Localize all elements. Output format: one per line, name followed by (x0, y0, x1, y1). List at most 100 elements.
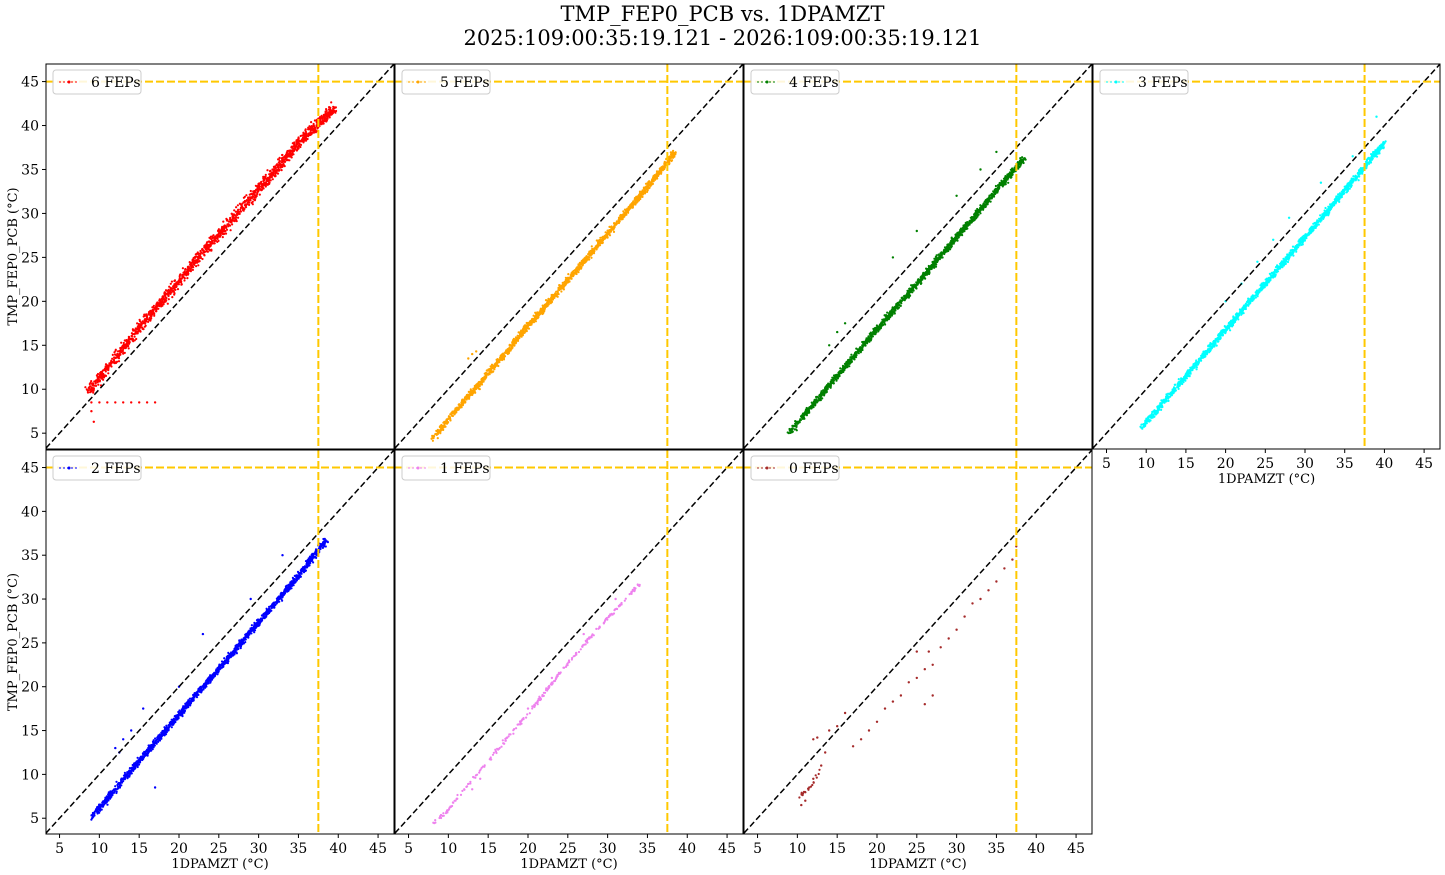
data-point (210, 249, 213, 252)
data-point (301, 134, 304, 137)
data-point (1021, 156, 1024, 159)
data-point (996, 188, 999, 191)
data-point (206, 245, 209, 248)
data-point (477, 383, 480, 386)
data-point (536, 313, 539, 316)
data-point (612, 230, 616, 233)
data-point (252, 198, 255, 201)
data-point (226, 218, 229, 222)
data-point (1004, 183, 1007, 186)
data-point (655, 173, 659, 176)
data-point (184, 268, 187, 271)
data-point (486, 372, 489, 375)
data-point (295, 139, 298, 142)
data-point (189, 270, 192, 273)
data-point (133, 339, 136, 342)
data-point (846, 360, 850, 363)
data-point (267, 177, 271, 180)
data-point (527, 322, 530, 325)
data-point (239, 210, 243, 213)
data-point (186, 269, 190, 272)
data-point (221, 230, 224, 233)
data-point (97, 383, 100, 386)
data-point (104, 374, 108, 377)
data-point (269, 179, 272, 182)
data-point (250, 197, 253, 200)
data-point (805, 410, 808, 413)
data-point (475, 383, 478, 386)
data-point (193, 262, 196, 265)
data-point (526, 325, 530, 328)
y-tick-label: 15 (21, 338, 39, 354)
data-point (222, 226, 225, 230)
data-point (794, 420, 797, 423)
data-point (958, 233, 961, 236)
data-point (442, 421, 445, 424)
data-point (655, 170, 659, 173)
data-point (824, 386, 827, 389)
data-point (1005, 177, 1008, 180)
data-point (87, 391, 90, 394)
data-point (127, 344, 130, 348)
data-point (1019, 157, 1022, 160)
data-point (436, 431, 439, 434)
data-point (209, 241, 212, 244)
data-point (532, 317, 535, 320)
data-point (934, 261, 937, 264)
data-point (183, 273, 186, 276)
data-point (850, 360, 853, 363)
data-point (558, 284, 562, 287)
data-point (269, 173, 272, 176)
data-point (167, 288, 170, 291)
data-point (293, 141, 296, 144)
data-point (462, 402, 465, 405)
data-point (913, 285, 916, 289)
data-point (122, 352, 125, 355)
data-point (501, 352, 505, 355)
data-point (850, 353, 853, 356)
data-point (218, 232, 221, 235)
data-point (619, 213, 622, 217)
data-point (451, 411, 454, 414)
data-point (859, 351, 862, 354)
data-point (623, 208, 627, 211)
data-point (236, 204, 239, 207)
data-point (334, 111, 337, 114)
data-point (163, 292, 166, 295)
data-point (149, 315, 152, 318)
data-point (299, 143, 303, 146)
data-point (935, 254, 938, 257)
y-tick-label: 45 (21, 75, 39, 91)
data-point (596, 243, 600, 246)
data-point (90, 401, 93, 404)
data-point (642, 186, 646, 189)
data-point (509, 349, 512, 352)
data-point (608, 229, 611, 232)
data-point (277, 166, 280, 169)
data-point (534, 315, 537, 318)
data-point (626, 208, 630, 212)
data-point (894, 305, 898, 308)
data-point (608, 232, 611, 236)
data-point (201, 247, 204, 251)
data-point (280, 169, 283, 172)
data-point (893, 311, 896, 314)
data-point (211, 239, 214, 242)
data-point (237, 212, 241, 215)
data-point (197, 264, 200, 267)
data-point (472, 387, 475, 390)
data-point (436, 437, 439, 440)
data-point (431, 439, 434, 442)
data-point (588, 250, 591, 253)
data-point (547, 297, 550, 300)
data-point (986, 201, 989, 204)
data-point (874, 329, 877, 332)
data-point (260, 180, 263, 183)
data-point (135, 337, 138, 341)
data-point (107, 372, 110, 375)
data-point (812, 403, 815, 406)
data-point (611, 228, 614, 231)
data-point (564, 280, 567, 283)
data-point (909, 290, 912, 293)
